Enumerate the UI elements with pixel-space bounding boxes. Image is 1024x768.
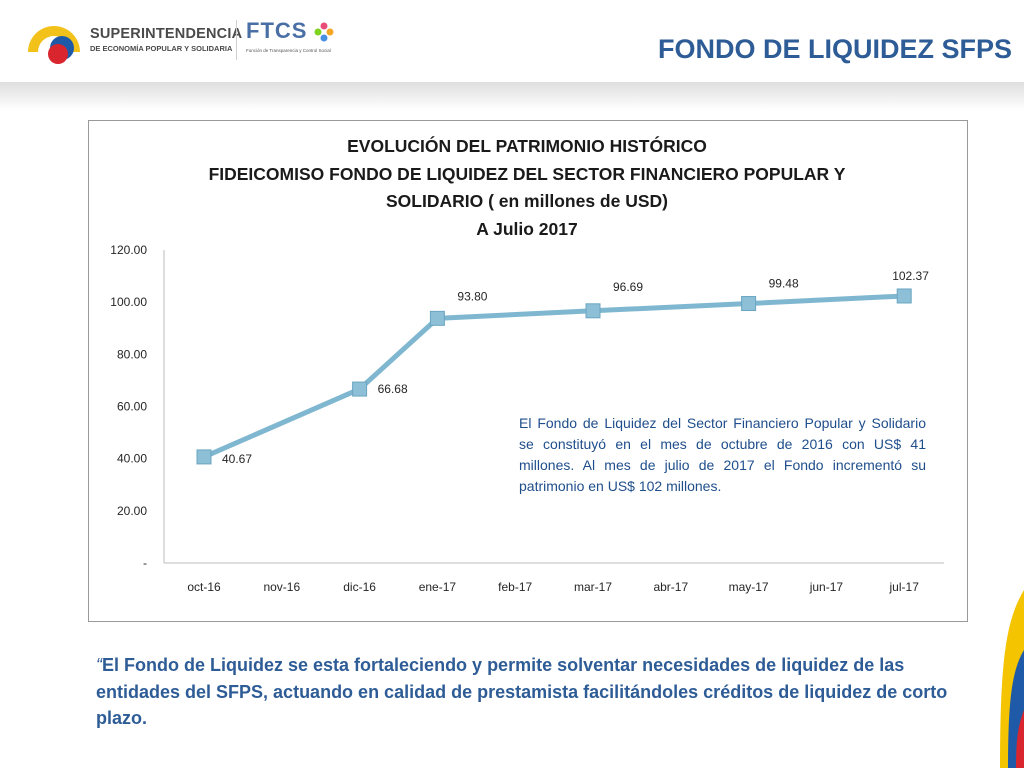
x-tick-label: jun-17 <box>809 580 844 594</box>
x-tick-label: nov-16 <box>263 580 300 594</box>
ftcs-flower-icon <box>314 22 334 42</box>
chart-annotation: El Fondo de Liquidez del Sector Financie… <box>519 415 926 494</box>
chart-title-line: SOLIDARIO ( en millones de USD) <box>386 191 668 211</box>
x-tick-label: mar-17 <box>574 580 612 594</box>
seps-logo-line2: DE ECONOMÍA POPULAR Y SOLIDARIA <box>90 44 233 53</box>
ftcs-logo-text: FTCS <box>246 18 308 43</box>
data-label: 93.80 <box>457 289 487 303</box>
seps-emblem-icon <box>28 26 80 64</box>
y-tick-label: 120.00 <box>110 243 147 257</box>
chart-title-line: EVOLUCIÓN DEL PATRIMONIO HISTÓRICO <box>347 136 707 156</box>
seps-logo: SUPERINTENDENCIA DE ECONOMÍA POPULAR Y S… <box>26 22 242 70</box>
data-point-marker <box>585 303 601 319</box>
series-line <box>203 293 905 460</box>
data-point-marker <box>896 288 912 304</box>
data-label: 66.68 <box>378 382 408 396</box>
quote-text: El Fondo de Liquidez se esta fortalecien… <box>96 655 948 728</box>
x-tick-label: jul-17 <box>889 580 920 594</box>
flag-corner-decoration <box>1000 590 1024 768</box>
data-label: 96.69 <box>613 280 643 294</box>
y-tick-label: 100.00 <box>110 295 147 309</box>
slide-title: FONDO DE LIQUIDEZ SFPS <box>657 34 1012 64</box>
chart-title-line: A Julio 2017 <box>476 218 578 239</box>
quote-open-mark: “ <box>96 655 102 675</box>
summary-quote: “El Fondo de Liquidez se esta fortalecie… <box>96 652 956 732</box>
y-tick-label: 20.00 <box>117 504 147 518</box>
chart-title-line: FIDEICOMISO FONDO DE LIQUIDEZ DEL SECTOR… <box>208 163 846 184</box>
x-tick-label: abr-17 <box>653 580 688 594</box>
ftcs-logo: FTCS Función de Transparencia y Control … <box>246 18 346 60</box>
y-tick-label: - <box>143 556 147 570</box>
x-tick-label: oct-16 <box>187 580 221 594</box>
data-label: 102.37 <box>892 269 929 283</box>
data-label: 99.48 <box>769 277 799 291</box>
chart-title: EVOLUCIÓN DEL PATRIMONIO HISTÓRICO FIDEI… <box>90 133 964 243</box>
data-point-marker <box>741 296 757 312</box>
x-tick-label: feb-17 <box>498 580 532 594</box>
ftcs-logo-subtitle: Función de Transparencia y Control Socia… <box>246 48 331 53</box>
y-tick-label: 60.00 <box>117 400 147 414</box>
logo-divider <box>236 20 237 60</box>
x-tick-label: ene-17 <box>419 580 457 594</box>
data-point-marker <box>429 310 445 326</box>
data-label: 40.67 <box>222 452 252 466</box>
x-tick-label: may-17 <box>729 580 769 594</box>
y-tick-label: 80.00 <box>117 347 147 361</box>
chart-frame <box>88 120 968 622</box>
header-shadow-band <box>0 82 1024 110</box>
y-tick-label: 40.00 <box>117 452 147 466</box>
x-tick-label: dic-16 <box>343 580 376 594</box>
data-point-marker <box>196 449 212 465</box>
seps-logo-line1: SUPERINTENDENCIA <box>90 26 243 42</box>
data-point-marker <box>352 381 368 397</box>
